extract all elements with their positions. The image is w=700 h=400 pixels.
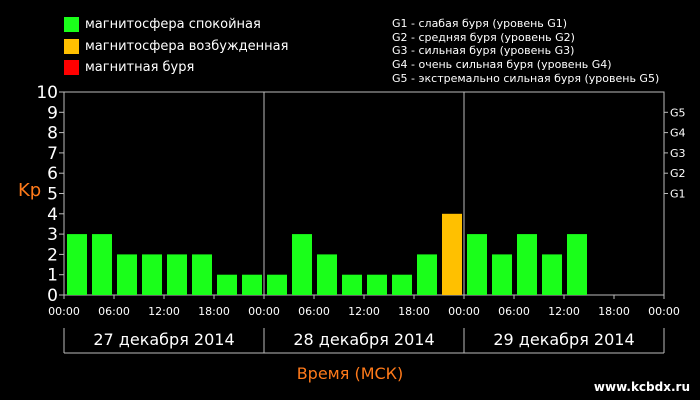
- y-tick-label: 1: [47, 266, 58, 286]
- storm-tick-label: G5: [670, 106, 686, 119]
- legend-swatch-storm: [64, 60, 79, 75]
- kp-bar: [217, 274, 237, 295]
- x-tick-label: 00:00: [648, 305, 680, 318]
- legend-swatch-active: [64, 39, 79, 54]
- legend-swatch-quiet: [64, 17, 79, 32]
- x-tick-label: 06:00: [498, 305, 530, 318]
- y-tick-label: 5: [47, 185, 58, 205]
- x-tick-label: 18:00: [598, 305, 630, 318]
- kp-bar: [417, 254, 437, 295]
- kp-bar: [242, 274, 262, 295]
- kp-bar: [492, 254, 512, 295]
- storm-tick-label: G4: [670, 127, 686, 140]
- storm-note-g2: G2 - средняя буря (уровень G2): [392, 30, 575, 44]
- kp-bar: [342, 274, 362, 295]
- y-tick-label: 6: [47, 164, 58, 184]
- storm-tick-label: G2: [670, 167, 686, 180]
- kp-bar: [192, 254, 212, 295]
- x-tick-label: 06:00: [98, 305, 130, 318]
- kp-bar: [117, 254, 137, 295]
- storm-level-notes: G1 - слабая буря (уровень G1) G2 - средн…: [392, 17, 659, 86]
- storm-note-g3: G3 - сильная буря (уровень G3): [392, 44, 575, 58]
- legend-item-quiet: магнитосфера спокойная: [64, 17, 261, 32]
- y-tick-label: 8: [47, 124, 58, 144]
- legend-item-storm: магнитная буря: [64, 60, 194, 75]
- kp-bar: [67, 234, 87, 295]
- kp-bar: [167, 254, 187, 295]
- legend-label-quiet: магнитосфера спокойная: [85, 17, 261, 32]
- x-axis-title: Время (МСК): [296, 364, 404, 383]
- kp-bar: [442, 213, 462, 295]
- x-tick-label: 12:00: [348, 305, 380, 318]
- legend-label-storm: магнитная буря: [85, 60, 195, 75]
- kp-bar: [292, 234, 312, 295]
- x-tick-label: 18:00: [198, 305, 230, 318]
- storm-tick-label: G1: [670, 188, 686, 201]
- y-tick-label: 7: [47, 144, 58, 164]
- storm-tick-label: G3: [670, 147, 686, 160]
- y-tick-label: 4: [47, 205, 58, 225]
- y-axis-label: Kp: [18, 180, 42, 201]
- x-tick-label: 18:00: [398, 305, 430, 318]
- kp-bar: [542, 254, 562, 295]
- day-label: 29 декабря 2014: [493, 330, 634, 349]
- storm-note-g5: G5 - экстремально сильная буря (уровень …: [392, 71, 660, 85]
- storm-note-g1: G1 - слабая буря (уровень G1): [392, 17, 568, 30]
- x-tick-label: 12:00: [148, 305, 180, 318]
- legend-item-active: магнитосфера возбужденная: [64, 39, 288, 54]
- y-tick-label: 3: [47, 225, 58, 245]
- day-label: 27 декабря 2014: [93, 330, 234, 349]
- storm-note-g4: G4 - очень сильная буря (уровень G4): [392, 58, 612, 72]
- y-tick-label: 10: [36, 83, 58, 103]
- x-tick-label: 00:00: [248, 305, 280, 318]
- x-tick-label: 00:00: [448, 305, 480, 318]
- kp-bar: [517, 234, 537, 295]
- kp-bar: [92, 234, 112, 295]
- x-tick-label: 00:00: [48, 305, 80, 318]
- kp-bar: [392, 274, 412, 295]
- kp-bar: [317, 254, 337, 295]
- y-tick-label: 0: [47, 286, 58, 306]
- kp-bar: [142, 254, 162, 295]
- kp-bar: [567, 234, 587, 295]
- site-watermark[interactable]: www.kcbdx.ru: [593, 380, 690, 394]
- kp-bar: [267, 274, 287, 295]
- kp-bar: [467, 234, 487, 295]
- y-tick-label: 2: [47, 245, 58, 265]
- x-tick-label: 12:00: [548, 305, 580, 318]
- legend-label-active: магнитосфера возбужденная: [85, 39, 289, 54]
- kp-bar: [367, 274, 387, 295]
- day-label: 28 декабря 2014: [293, 330, 434, 349]
- x-tick-label: 06:00: [298, 305, 330, 318]
- y-tick-label: 9: [47, 103, 58, 123]
